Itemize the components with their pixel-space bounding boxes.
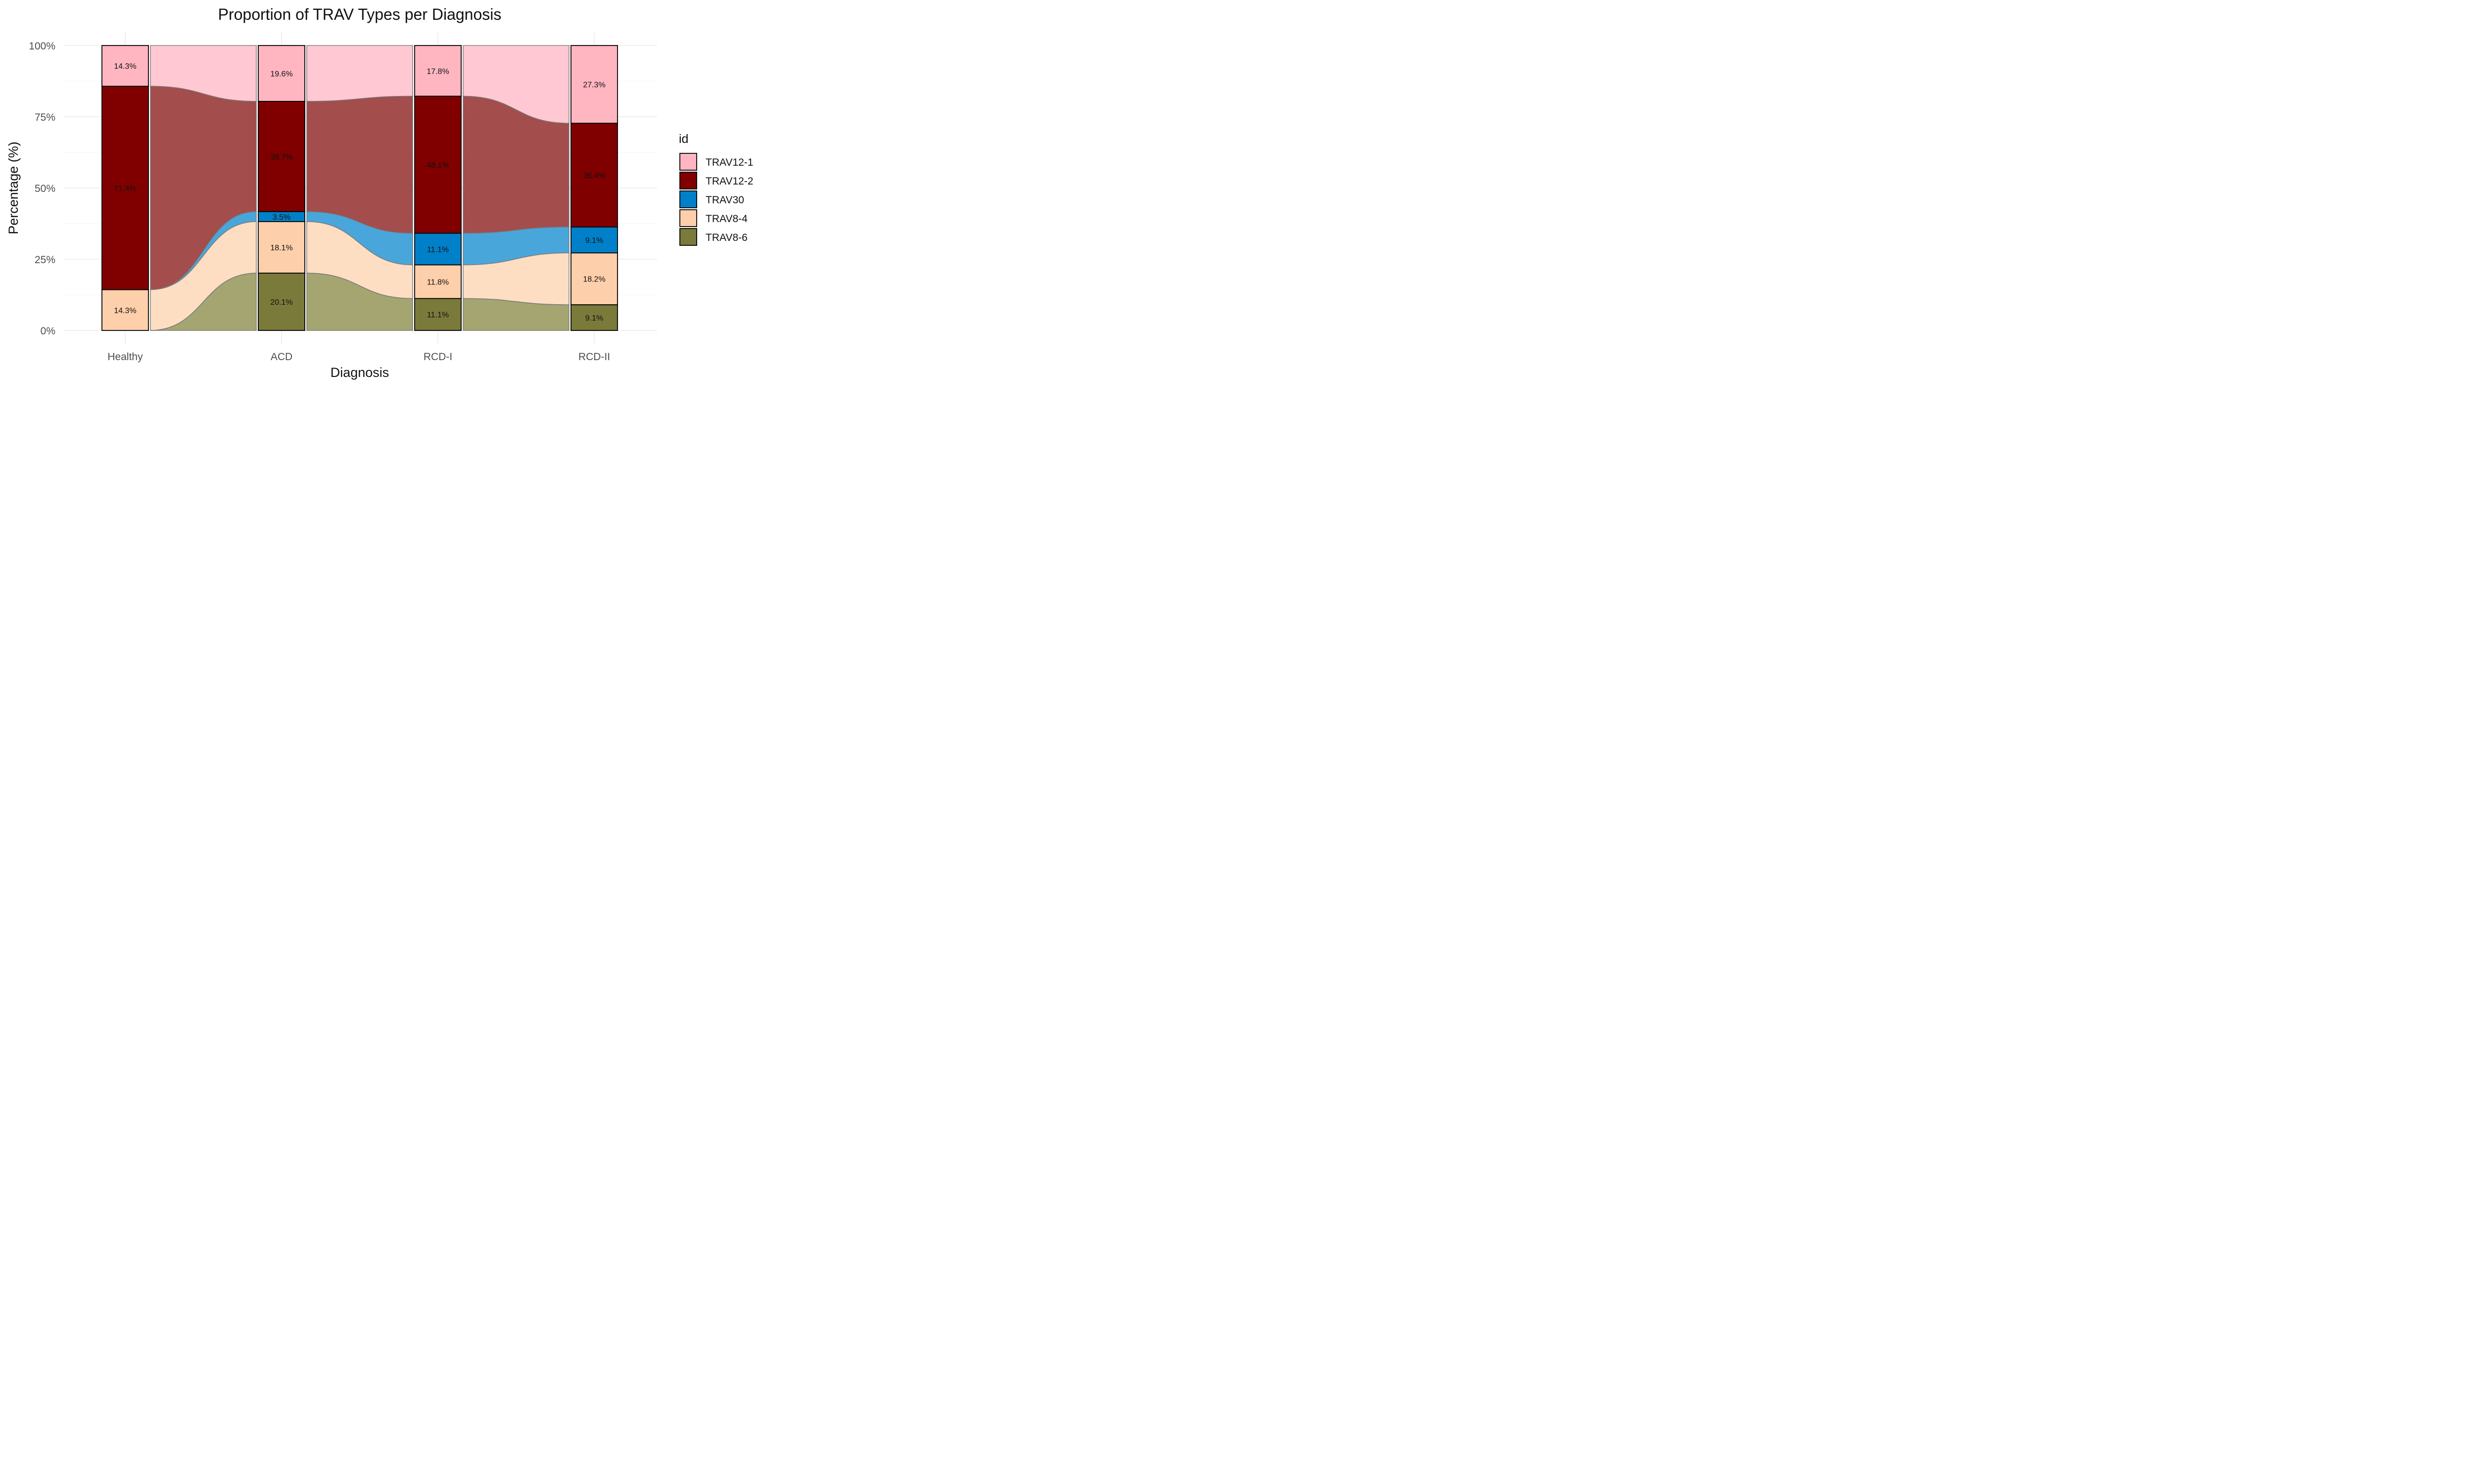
flow-band xyxy=(306,273,413,331)
x-tick-label: ACD xyxy=(271,351,292,363)
bar-label: 48.1% xyxy=(427,161,449,170)
bar-label: 38.7% xyxy=(270,153,292,161)
legend: id TRAV12-1 TRAV12-2 TRAV30 TRAV8-4 TRAV8-6 xyxy=(679,132,753,246)
legend-label: TRAV8-4 xyxy=(706,213,748,225)
bar-segment xyxy=(258,100,305,212)
bar-label: 3.5% xyxy=(273,213,290,222)
bar-labels: 14.3% 71.4% 14.3% 19.6% 38.7% 3.5% 18.1% 20.1% 1… xyxy=(114,62,605,323)
legend-swatch xyxy=(679,209,697,227)
bar-label: 18.2% xyxy=(583,276,605,284)
bar-segment xyxy=(101,289,149,331)
legend-swatch xyxy=(679,228,697,246)
bar-label: 19.6% xyxy=(270,70,292,78)
bar-segment xyxy=(258,221,305,274)
bar-label: 20.1% xyxy=(270,298,292,307)
bar-segment xyxy=(571,227,618,254)
bar-label: 36.4% xyxy=(583,172,605,180)
bar-segment xyxy=(414,264,462,299)
bar-segment xyxy=(414,298,462,331)
bar-segment xyxy=(571,123,618,228)
y-axis-title: Percentage (%) xyxy=(6,141,21,234)
bar-label: 14.3% xyxy=(114,62,136,71)
bar-segment xyxy=(258,45,305,102)
y-tick-label: 75% xyxy=(35,112,55,123)
bar-segment xyxy=(101,86,149,290)
bar-segment xyxy=(571,252,618,306)
bar-label: 14.3% xyxy=(114,307,136,315)
bar-label: 11.8% xyxy=(427,278,449,287)
alluvial-chart: 14.3% 71.4% 14.3% 19.6% 38.7% 3.5% 18.1% 20.1% 1… xyxy=(6,5,753,380)
y-tick-label: 100% xyxy=(29,41,55,52)
stacked-bars xyxy=(101,45,618,331)
x-tick-label: Healthy xyxy=(107,351,143,363)
bar-label: 11.1% xyxy=(427,246,449,254)
bar-segment xyxy=(101,45,149,87)
flow-band xyxy=(150,273,257,331)
y-tick-label: 25% xyxy=(35,254,55,266)
x-axis: Healthy ACD RCD-I RCD-II xyxy=(107,351,610,363)
legend-title: id xyxy=(679,132,688,146)
bar-label: 9.1% xyxy=(585,236,603,245)
x-axis-title: Diagnosis xyxy=(331,365,389,380)
flow-band xyxy=(306,45,413,102)
bar-label: 17.8% xyxy=(427,67,449,76)
legend-label: TRAV12-1 xyxy=(706,157,753,168)
bar-segment xyxy=(258,273,305,331)
bar-segment xyxy=(414,95,462,234)
x-tick-label: RCD-I xyxy=(424,351,452,363)
y-tick-label: 50% xyxy=(35,183,55,194)
flow-band xyxy=(463,298,570,331)
chart-title: Proportion of TRAV Types per Diagnosis xyxy=(218,5,502,23)
legend-label: TRAV30 xyxy=(706,194,744,206)
y-axis: 0% 25% 50% 75% 100% xyxy=(29,41,55,337)
bar-segment xyxy=(571,304,618,331)
bar-label: 71.4% xyxy=(114,185,136,193)
flow-bands xyxy=(150,45,570,331)
legend-label: TRAV12-2 xyxy=(706,176,753,187)
x-tick-label: RCD-II xyxy=(578,351,610,363)
bar-segment xyxy=(571,45,618,124)
legend-label: TRAV8-6 xyxy=(706,232,748,243)
bar-label: 27.3% xyxy=(583,81,605,90)
bar-label: 9.1% xyxy=(585,314,603,323)
bar-segment xyxy=(414,232,462,266)
legend-swatch xyxy=(679,172,697,189)
bar-label: 11.1% xyxy=(427,311,449,320)
y-tick-label: 0% xyxy=(41,325,55,337)
bar-label: 18.1% xyxy=(270,244,292,252)
bar-segment xyxy=(414,45,462,97)
legend-swatch xyxy=(679,190,697,208)
legend-swatch xyxy=(679,153,697,171)
